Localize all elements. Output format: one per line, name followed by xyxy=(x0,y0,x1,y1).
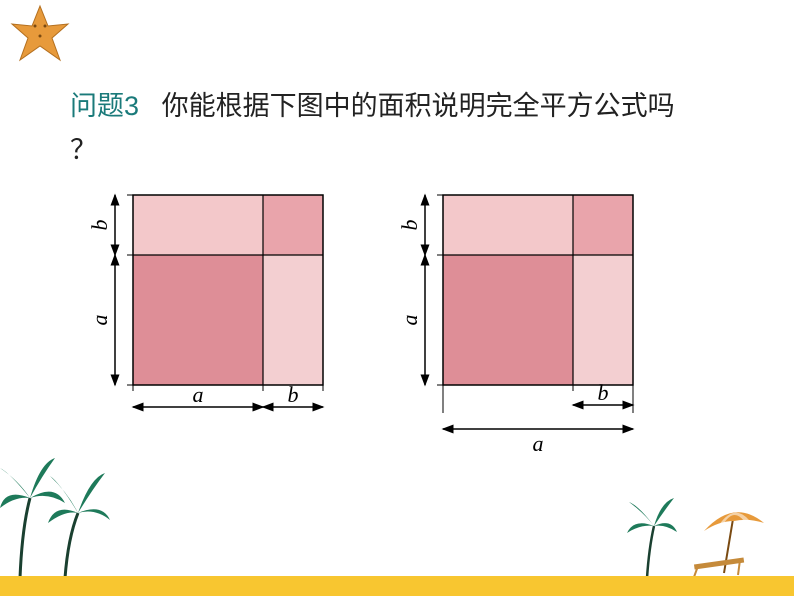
svg-text:b: b xyxy=(87,220,112,231)
question-label: 问题3 xyxy=(70,91,139,121)
starfish-decor xyxy=(10,4,70,64)
svg-text:a: a xyxy=(193,382,204,407)
palm-left-decor xyxy=(0,458,110,578)
svg-text:b: b xyxy=(288,382,299,407)
diagram1-svg: b a a b xyxy=(88,190,368,450)
bottom-band xyxy=(0,576,794,596)
umbrella-decor xyxy=(684,503,774,578)
svg-text:a: a xyxy=(87,315,112,326)
question-mark: ？ xyxy=(70,128,97,167)
svg-text:b: b xyxy=(598,380,609,405)
question-text: 你能根据下图中的面积说明完全平方公式吗 xyxy=(162,91,675,121)
diagram-a-plus-b-squared: b a a b xyxy=(88,190,368,420)
palm-right-decor xyxy=(619,498,679,578)
diagram2-svg: baba xyxy=(398,190,698,450)
svg-text:a: a xyxy=(397,315,422,326)
question-title: 问题3 你能根据下图中的面积说明完全平方公式吗 xyxy=(70,86,730,127)
svg-text:b: b xyxy=(397,220,422,231)
svg-text:a: a xyxy=(533,431,544,456)
diagrams-area: b a a b b a b a xyxy=(78,190,698,450)
diagram-a-minus-b-squared: baba xyxy=(398,190,678,420)
